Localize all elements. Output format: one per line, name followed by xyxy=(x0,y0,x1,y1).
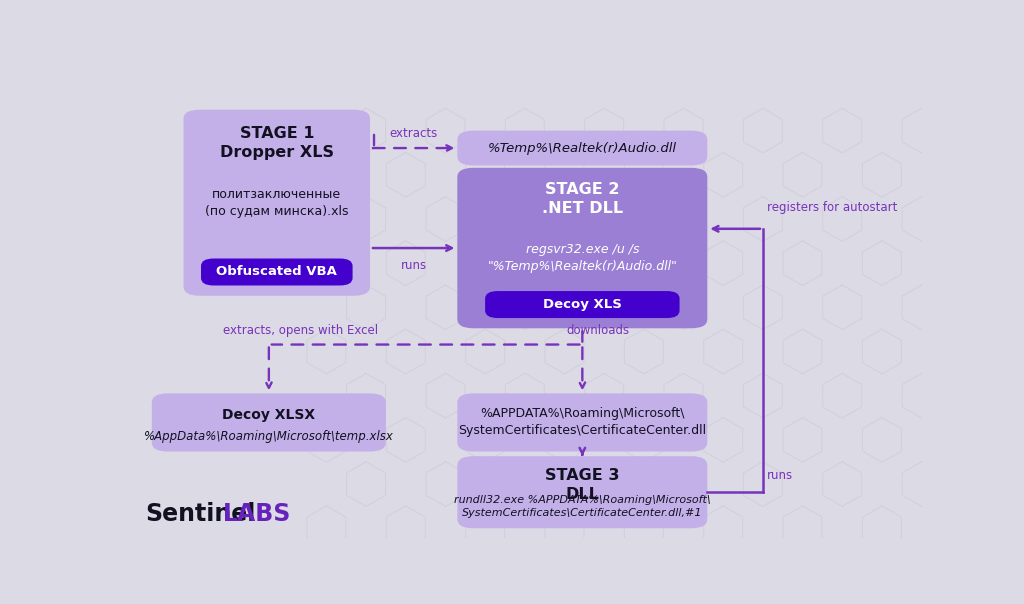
Text: STAGE 3
DLL: STAGE 3 DLL xyxy=(545,467,620,502)
Text: Sentinel: Sentinel xyxy=(145,503,256,526)
FancyBboxPatch shape xyxy=(183,110,370,296)
Text: STAGE 2
.NET DLL: STAGE 2 .NET DLL xyxy=(542,182,623,216)
FancyBboxPatch shape xyxy=(458,393,708,452)
Text: runs: runs xyxy=(767,469,793,483)
FancyBboxPatch shape xyxy=(458,130,708,165)
Text: %Temp%\Realtek(r)Audio.dll: %Temp%\Realtek(r)Audio.dll xyxy=(487,141,677,155)
FancyBboxPatch shape xyxy=(152,393,386,452)
Text: LABS: LABS xyxy=(222,503,291,526)
Text: Decoy XLS: Decoy XLS xyxy=(543,298,622,311)
Text: downloads: downloads xyxy=(566,324,630,337)
Text: extracts: extracts xyxy=(389,127,438,140)
Text: registers for autostart: registers for autostart xyxy=(767,201,897,214)
Text: Decoy XLSX: Decoy XLSX xyxy=(222,408,315,422)
Text: %AppData%\Roaming\Microsoft\temp.xlsx: %AppData%\Roaming\Microsoft\temp.xlsx xyxy=(144,430,394,443)
Text: runs: runs xyxy=(400,259,427,272)
Text: %APPDATA%\Roaming\Microsoft\
SystemCertificates\CertificateCenter.dll: %APPDATA%\Roaming\Microsoft\ SystemCerti… xyxy=(459,408,707,437)
FancyBboxPatch shape xyxy=(458,456,708,528)
Text: политзаключенные
(по судам минска).xls: политзаключенные (по судам минска).xls xyxy=(205,188,348,217)
FancyBboxPatch shape xyxy=(201,259,352,286)
Text: extracts, opens with Excel: extracts, opens with Excel xyxy=(223,324,378,337)
Text: regsvr32.exe /u /s
"%Temp%\Realtek(r)Audio.dll": regsvr32.exe /u /s "%Temp%\Realtek(r)Aud… xyxy=(487,243,677,272)
Text: Obfuscated VBA: Obfuscated VBA xyxy=(216,266,337,278)
FancyBboxPatch shape xyxy=(458,168,708,329)
FancyBboxPatch shape xyxy=(485,291,680,318)
Text: STAGE 1
Dropper XLS: STAGE 1 Dropper XLS xyxy=(220,126,334,160)
Text: rundll32.exe %APPDATA%\Roaming\Microsoft\
SystemCertificates\CertificateCenter.d: rundll32.exe %APPDATA%\Roaming\Microsoft… xyxy=(454,495,711,518)
